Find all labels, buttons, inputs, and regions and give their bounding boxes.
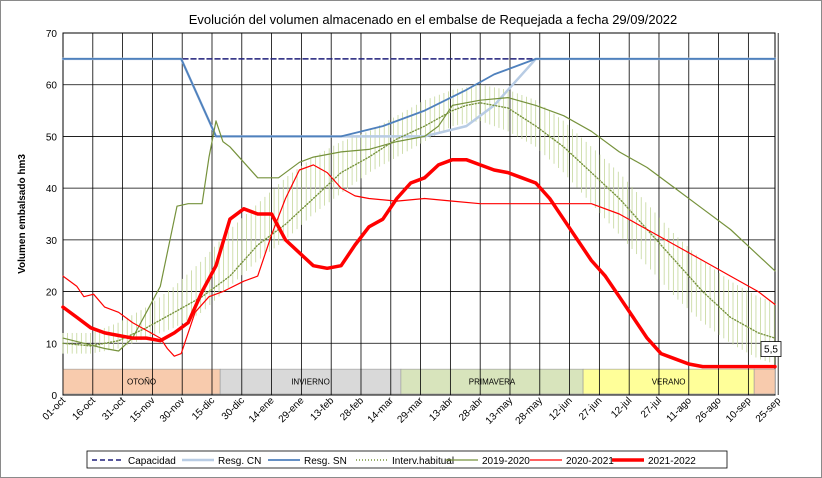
season-label: OTOÑO — [127, 378, 156, 387]
x-tick-label: 30-dic — [220, 395, 247, 422]
legend-label: 2020-2021 — [566, 456, 614, 467]
legend-box — [86, 450, 728, 469]
season-band — [582, 368, 755, 395]
x-tick-label: 28-may — [514, 395, 545, 426]
x-tick-label: 10-sep — [724, 395, 754, 425]
x-tick-label: 27-jul — [639, 395, 664, 420]
season-label: PRIMAVERA — [469, 378, 516, 387]
y-tick-label: 40 — [46, 184, 58, 195]
season-band — [753, 368, 776, 395]
y-tick-label: 50 — [46, 132, 58, 143]
x-tick-label: 13-may — [484, 395, 515, 426]
season-label: VERANO — [652, 378, 686, 387]
y-axis-label: Volumen embalsado hm3 — [17, 154, 28, 274]
x-tick-label: 11-ago — [665, 395, 695, 425]
plot-area: OTOÑO INVIERNO PRIMAVERA VERANO 0 10 20 30 40 50 6… — [41, 29, 784, 427]
season-label: INVIERNO — [291, 378, 330, 387]
series-2020-2021-line — [62, 164, 776, 357]
season-band — [62, 368, 221, 395]
legend-label: Resg. SN — [304, 456, 347, 467]
legend-label: 2021-2022 — [648, 456, 696, 467]
y-tick-label: 70 — [46, 29, 58, 40]
x-tick-label: 12-jul — [609, 395, 634, 420]
y-tick-label: 60 — [46, 81, 58, 92]
x-tick-label: 12-jun — [547, 395, 574, 422]
y-tick-label: 0 — [51, 391, 57, 402]
season-band — [219, 368, 402, 395]
x-tick-label: 28-abr — [457, 395, 486, 424]
x-tick-label: 27-jun — [577, 395, 604, 422]
interv-habitual-line — [62, 102, 776, 347]
season-band — [400, 368, 584, 395]
legend-label: 2019-2020 — [482, 456, 530, 467]
series-2021-2022-line — [61, 157, 777, 369]
x-tick-label: 25-sep — [754, 395, 784, 425]
legend: Capacidad Resg. CN Resg. SN Interv.habitual… — [86, 450, 728, 469]
x-tick-label: 14-ene — [247, 395, 277, 425]
series-2019-2020-line — [62, 96, 776, 352]
x-tick-label: 28-feb — [338, 395, 366, 423]
last-value-annotation: 5,5 — [764, 345, 778, 356]
legend-label: Resg. CN — [218, 456, 261, 467]
y-tick-label: 20 — [46, 288, 58, 299]
last-value-annotation-box — [760, 341, 782, 357]
x-tick-label: 30-nov — [158, 395, 187, 424]
y-tick-label: 30 — [46, 236, 58, 247]
y-tick-label: 10 — [46, 339, 58, 350]
x-tick-label: 14-mar — [366, 395, 397, 426]
x-tick-label: 26-ago — [694, 395, 724, 425]
x-tick-label: 31-oct — [100, 395, 128, 423]
legend-label: Interv.habitual — [392, 456, 454, 467]
x-tick-label: 29-mar — [396, 395, 427, 426]
x-tick-label: 29-ene — [277, 395, 307, 425]
plot-background — [62, 32, 776, 396]
x-tick-label: 13-abr — [427, 395, 456, 424]
chart-title: Evolución del volumen almacenado en el e… — [189, 12, 678, 27]
legend-label: Capacidad — [128, 456, 176, 467]
resg-sn-line — [62, 58, 776, 138]
x-tick-label: 16-oct — [70, 395, 98, 423]
x-tick-label: 15-nov — [128, 395, 157, 424]
x-tick-label: 13-feb — [308, 395, 336, 423]
x-tick-label: 15-dic — [190, 395, 217, 422]
